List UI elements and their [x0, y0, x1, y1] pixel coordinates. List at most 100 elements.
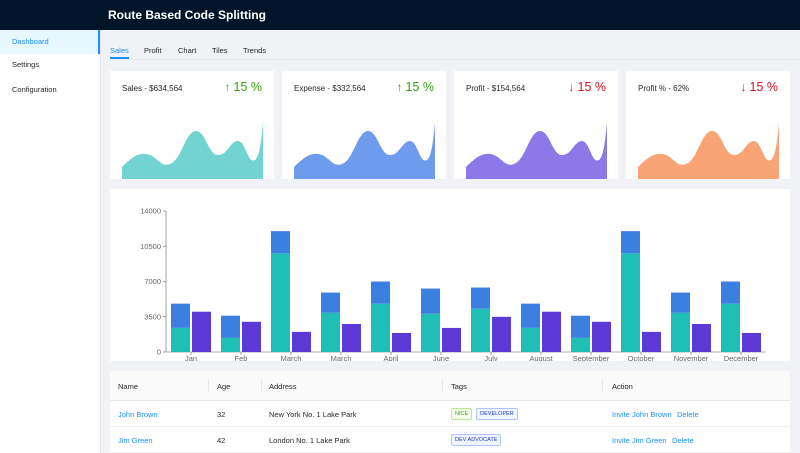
- row-name-link[interactable]: Jim Green: [118, 436, 153, 445]
- profit-percent-sparkline: [638, 123, 779, 179]
- bar-profit: [421, 288, 440, 314]
- card-sales-change: ↑ 15 %: [225, 80, 263, 94]
- x-tick-label: March: [281, 354, 302, 361]
- delete-link[interactable]: Delete: [672, 436, 694, 445]
- invite-link[interactable]: Invite John Brown: [612, 410, 672, 419]
- bar-profit: [671, 292, 690, 313]
- bar-profit: [321, 292, 340, 313]
- column-divider: [261, 379, 262, 393]
- card-profit: Profit - $154,564 ↓ 15 %: [454, 71, 618, 179]
- x-tick-label: June: [433, 354, 449, 361]
- column-divider: [208, 379, 209, 393]
- bar-sales: [592, 321, 611, 352]
- card-expense-label: Expense - $332,564: [294, 84, 366, 93]
- column-divider: [602, 379, 603, 393]
- x-tick-label: November: [674, 354, 709, 361]
- column-header-age: Age: [217, 382, 231, 391]
- sidebar-item-settings[interactable]: Settings: [12, 60, 40, 69]
- column-header-action: Action: [612, 382, 633, 391]
- x-tick-label: August: [529, 354, 553, 361]
- table-row: Jim Green 42 London No. 1 Lake Park DEV …: [110, 427, 790, 453]
- bar-expense: [471, 308, 490, 352]
- bar-profit: [471, 287, 490, 309]
- profit-percent-area: [638, 123, 779, 179]
- bar-sales: [392, 332, 411, 352]
- bar-profit: [221, 315, 240, 338]
- bar-sales: [192, 311, 211, 352]
- delete-link[interactable]: Delete: [677, 410, 699, 419]
- app-title: Route Based Code Splitting: [108, 8, 267, 22]
- bar-expense: [371, 303, 390, 352]
- bar-sales: [292, 331, 311, 352]
- row-address: London No. 1 Lake Park: [269, 436, 350, 445]
- tab-tiles[interactable]: Tiles: [212, 46, 228, 55]
- x-tick-label: October: [628, 354, 655, 361]
- card-profit-label: Profit - $154,564: [466, 84, 526, 93]
- x-tick-label: Feb: [235, 354, 248, 361]
- x-tick-label: September: [573, 354, 610, 361]
- profit-sparkline: [466, 123, 607, 179]
- bar-sales: [342, 324, 361, 352]
- bar-expense: [171, 327, 190, 352]
- tab-chart[interactable]: Chart: [178, 46, 197, 55]
- bar-expense: [571, 337, 590, 352]
- arrow-down-icon: ↓: [740, 80, 747, 94]
- row-name-link[interactable]: John Brown: [118, 410, 158, 419]
- x-tick-label: April: [383, 354, 398, 361]
- row-age: 42: [217, 436, 226, 445]
- x-tick-label: July: [484, 354, 498, 361]
- sidebar-item-configuration[interactable]: Configuration: [12, 85, 57, 94]
- table-row: John Brown 32 New York No. 1 Lake Park N…: [110, 401, 790, 427]
- column-header-address: Address: [269, 382, 297, 391]
- bar-sales: [742, 332, 761, 352]
- bar-profit: [171, 303, 190, 328]
- column-header-name: Name: [118, 382, 139, 391]
- tab-profit[interactable]: Profit: [144, 46, 162, 55]
- x-tick-label: Jan: [185, 354, 197, 361]
- tab-trends[interactable]: Trends: [243, 46, 267, 55]
- bar-profit: [571, 315, 590, 338]
- y-tick-label: 14000: [140, 207, 161, 216]
- card-profit-change: ↓ 15 %: [569, 80, 607, 94]
- app-header: Route Based Code Splitting: [0, 0, 800, 30]
- bar-sales: [492, 316, 511, 352]
- tab-active-indicator: [110, 57, 129, 59]
- sidebar: Dashboard Settings Configuration: [0, 30, 101, 453]
- x-tick-label: December: [724, 354, 759, 361]
- tab-sales[interactable]: Sales: [110, 46, 129, 55]
- tab-bar: Sales Profit Chart Tiles Trends: [110, 38, 800, 60]
- card-expense-pct: 15 %: [405, 80, 435, 94]
- arrow-up-icon: ↑: [224, 80, 231, 94]
- tag-dev-advocate: DEV ADVOCATE: [451, 434, 502, 446]
- bar-expense: [521, 327, 540, 352]
- y-tick-label: 0: [157, 348, 161, 357]
- invite-link[interactable]: Invite Jim Green: [612, 436, 667, 445]
- column-header-tags: Tags: [451, 382, 467, 391]
- y-tick-label: 3500: [144, 312, 161, 321]
- arrow-down-icon: ↓: [568, 80, 575, 94]
- sidebar-item-dashboard[interactable]: Dashboard: [0, 30, 100, 54]
- card-sales: Sales - $634,564 ↑ 15 %: [110, 71, 274, 179]
- bar-expense: [621, 253, 640, 352]
- bar-profit: [271, 231, 290, 254]
- sales-area: [122, 123, 263, 179]
- bar-sales: [442, 327, 461, 352]
- card-profit-percent: Profit % - 62% ↓ 15 %: [626, 71, 790, 179]
- column-divider: [442, 379, 443, 393]
- bar-profit: [621, 231, 640, 254]
- row-age: 32: [217, 410, 226, 419]
- card-profit-percent-pct: 15 %: [749, 80, 779, 94]
- bar-chart: 0 3500 7000 10500 14000 Jan Feb March March April…: [140, 207, 766, 361]
- row-tags: DEV ADVOCATE: [451, 434, 505, 446]
- row-tags: NICE DEVELOPER: [451, 408, 522, 420]
- card-profit-pct: 15 %: [577, 80, 607, 94]
- y-tick-label: 10500: [140, 242, 161, 251]
- users-table: Name Age Address Tags Action John Brown …: [110, 371, 790, 453]
- bar-sales: [642, 331, 661, 352]
- bar-expense: [671, 312, 690, 352]
- y-tick-label: 7000: [144, 277, 161, 286]
- expense-area: [294, 123, 435, 179]
- tag-developer: DEVELOPER: [476, 408, 518, 420]
- arrow-up-icon: ↑: [396, 80, 403, 94]
- bar-sales: [242, 321, 261, 352]
